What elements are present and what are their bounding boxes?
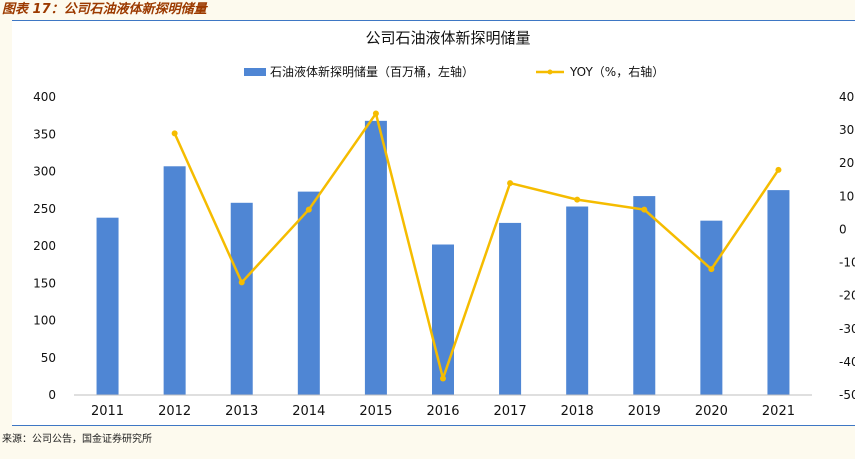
bar [633, 196, 656, 395]
chart: 公司石油液体新探明储量 石油液体新探明储量（百万桶，左轴） YOY（%，右轴） … [33, 29, 855, 419]
x-axis-labels: 2011 2012 2013 2014 2015 2016 2017 2018 2019 2020… [91, 404, 795, 419]
right-axis-tick-label: 0 [839, 222, 847, 236]
legend-line-label: YOY（%，右轴） [569, 64, 664, 79]
right-axis-tick-label: 20 [839, 156, 854, 170]
right-axis-tick-label: -40 [839, 355, 855, 369]
yoy-point [641, 206, 648, 213]
bar [700, 220, 723, 395]
yoy-point [440, 375, 446, 382]
x-axis-tick-label: 2016 [426, 404, 459, 419]
bar [163, 166, 186, 395]
yoy-point [372, 110, 379, 117]
x-axis-tick-label: 2021 [762, 404, 795, 419]
x-axis-tick-label: 2013 [225, 404, 258, 419]
right-axis-tick-label: -50 [839, 388, 855, 402]
x-axis-tick-label: 2018 [561, 404, 594, 419]
x-axis-tick-label: 2015 [359, 404, 392, 419]
left-axis-tick-label: 250 [33, 202, 56, 216]
bar [297, 191, 320, 395]
legend-bar-label: 石油液体新探明储量（百万桶，左轴） [270, 64, 474, 79]
chart-title: 公司石油液体新探明储量 [365, 29, 530, 47]
x-axis-tick-label: 2012 [158, 404, 191, 419]
chart-bottom-border [12, 425, 855, 426]
left-axis-tick-label: 300 [33, 165, 56, 179]
left-axis-tick-label: 50 [41, 351, 56, 365]
bar [432, 244, 454, 395]
bar [96, 217, 119, 395]
x-axis-tick-label: 2017 [494, 404, 527, 419]
x-axis-tick-label: 2019 [628, 404, 661, 419]
yoy-point [171, 130, 178, 137]
bar [499, 222, 522, 395]
bar [767, 190, 790, 395]
yoy-point [574, 196, 581, 203]
right-axis-tick-label: 10 [839, 189, 854, 203]
yoy-point [708, 266, 715, 273]
bar [230, 202, 253, 395]
left-axis: 0 50 100 150 200 250 300 350 400 [33, 90, 56, 402]
right-axis: -50 -40 -30 -20 -10 0 10 20 30 40 [839, 90, 855, 402]
bar [364, 120, 387, 395]
source-note: 来源：公司公告，国金证券研究所 [2, 434, 152, 445]
left-axis-tick-label: 0 [48, 388, 56, 402]
x-axis-tick-label: 2020 [695, 404, 728, 419]
left-axis-tick-label: 100 [33, 314, 56, 328]
right-axis-tick-label: -10 [839, 256, 855, 270]
x-axis-tick-label: 2011 [91, 404, 124, 419]
yoy-point [305, 206, 312, 213]
right-axis-tick-label: -30 [839, 322, 855, 336]
right-axis-tick-label: 30 [839, 123, 854, 137]
legend-bar-swatch [244, 68, 266, 76]
left-axis-tick-label: 400 [33, 90, 56, 104]
left-axis-tick-label: 200 [33, 239, 56, 253]
left-axis-tick-label: 150 [33, 276, 56, 290]
figure-caption: 图表 17：公司石油液体新探明储量 [2, 2, 207, 17]
left-axis-tick-label: 350 [33, 127, 56, 141]
yoy-line-series [171, 110, 782, 382]
x-axis-tick-label: 2014 [292, 404, 325, 419]
chart-container: 公司石油液体新探明储量 石油液体新探明储量（百万桶，左轴） YOY（%，右轴） … [12, 20, 855, 426]
bar [566, 206, 589, 395]
legend-line-marker [547, 69, 553, 75]
right-axis-tick-label: 40 [839, 90, 854, 104]
yoy-point [507, 180, 514, 187]
yoy-point [238, 279, 245, 286]
legend: 石油液体新探明储量（百万桶，左轴） YOY（%，右轴） [244, 64, 664, 79]
bar-series [96, 120, 790, 395]
yoy-point [775, 166, 782, 173]
yoy-line [173, 112, 780, 380]
right-axis-tick-label: -20 [839, 289, 855, 303]
